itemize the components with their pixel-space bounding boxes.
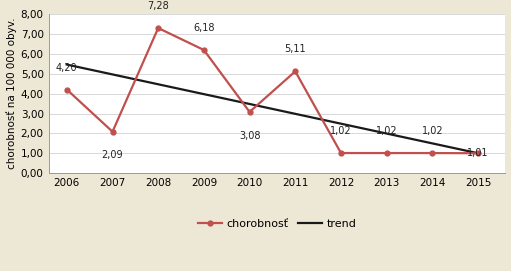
trend xyxy=(429,142,435,145)
Text: 2,09: 2,09 xyxy=(102,150,123,160)
trend xyxy=(201,92,207,96)
Line: trend: trend xyxy=(67,64,478,153)
Text: 1,02: 1,02 xyxy=(330,126,352,136)
Text: 3,08: 3,08 xyxy=(239,131,260,141)
Text: 7,28: 7,28 xyxy=(147,1,169,11)
chorobnosť xyxy=(155,26,161,30)
trend xyxy=(338,122,344,125)
Text: 1,02: 1,02 xyxy=(422,126,443,136)
trend xyxy=(384,132,390,135)
Text: 4,20: 4,20 xyxy=(56,63,78,73)
trend xyxy=(109,73,115,76)
trend xyxy=(475,151,481,155)
Y-axis label: chorobnosť na 100 000 obyv.: chorobnosť na 100 000 obyv. xyxy=(6,18,16,169)
Text: 6,18: 6,18 xyxy=(193,23,215,33)
trend xyxy=(292,112,298,115)
Text: 1,02: 1,02 xyxy=(376,126,398,136)
chorobnosť xyxy=(429,151,435,155)
chorobnosť xyxy=(475,151,481,155)
Text: 1,01: 1,01 xyxy=(467,148,489,158)
chorobnosť xyxy=(246,110,252,114)
chorobnosť xyxy=(292,70,298,73)
Text: 5,11: 5,11 xyxy=(285,44,306,54)
Legend: chorobnosť, trend: chorobnosť, trend xyxy=(193,214,361,233)
chorobnosť xyxy=(384,151,390,155)
trend xyxy=(155,83,161,86)
chorobnosť xyxy=(338,151,344,155)
trend xyxy=(246,102,252,106)
chorobnosť xyxy=(201,48,207,51)
trend xyxy=(64,63,70,66)
chorobnosť xyxy=(64,88,70,91)
chorobnosť xyxy=(109,130,115,133)
Line: chorobnosť: chorobnosť xyxy=(64,25,480,156)
